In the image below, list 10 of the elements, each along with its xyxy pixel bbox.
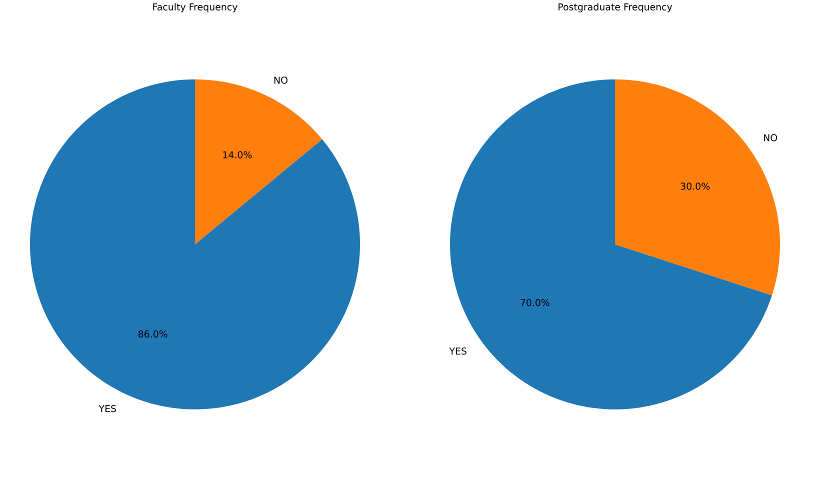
chart-title: Faculty Frequency <box>153 2 238 12</box>
chart-title: Postgraduate Frequency <box>558 2 672 12</box>
data-label: 14.0% <box>223 151 252 158</box>
data-label: 30.0% <box>680 182 710 190</box>
slice-label: YES <box>98 404 116 412</box>
data-label: 70.0% <box>520 298 550 306</box>
slice-label: NO <box>274 76 288 84</box>
slice-label: NO <box>764 134 778 142</box>
slice-label: YES <box>449 347 466 354</box>
data-label: 86.0% <box>138 330 168 338</box>
